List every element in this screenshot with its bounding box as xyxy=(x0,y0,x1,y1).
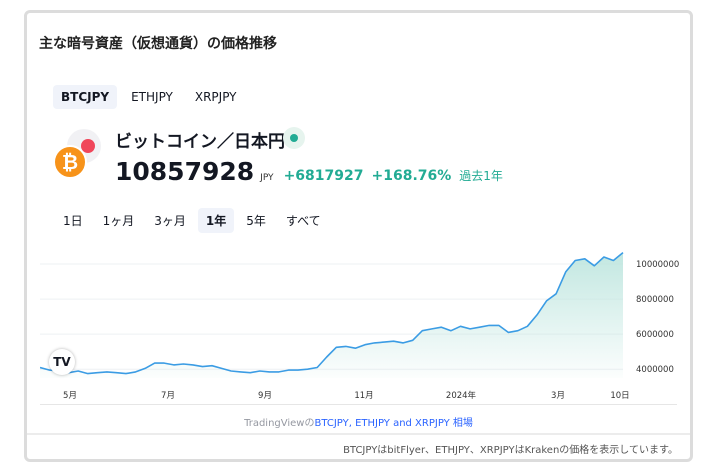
symbol-logo: ₿ xyxy=(53,129,103,179)
x-tick-label: 2024年 xyxy=(446,390,477,401)
range-tab-5y[interactable]: 5年 xyxy=(246,214,266,228)
jpy-flag-icon xyxy=(81,139,95,153)
pair-name[interactable]: ビットコイン／日本円 xyxy=(115,132,285,152)
x-tick-label: 10日 xyxy=(610,391,629,401)
widget-title: 主な暗号資産（仮想通貨）の価格推移 xyxy=(39,36,277,52)
y-tick-label: 4000000 xyxy=(636,365,674,375)
price-area-fill xyxy=(40,252,623,378)
range-tabs: 1日 1ヶ月 3ヶ月 1年 5年 すべて xyxy=(55,208,329,233)
tab-btcjpy[interactable]: BTCJPY xyxy=(53,85,118,109)
tab-ethjpy[interactable]: ETHJPY xyxy=(131,90,173,104)
x-tick-label: 9月 xyxy=(258,391,272,401)
y-tick-label: 10000000 xyxy=(636,260,679,270)
bitcoin-icon: ₿ xyxy=(53,145,87,179)
y-tick-label: 6000000 xyxy=(636,330,674,340)
x-tick-label: 5月 xyxy=(63,391,77,401)
price-widget-card: 主な暗号資産（仮想通貨）の価格推移 BTCJPY ETHJPY XRPJPY ₿… xyxy=(24,10,693,462)
tradingview-logo-icon[interactable]: TV xyxy=(49,349,75,375)
change-percent: +168.76% xyxy=(371,168,452,184)
footer-note: BTCJPYはbitFlyer、ETHJPY、XRPJPYはKrakenの価格を… xyxy=(343,445,678,456)
current-price: 10857928 xyxy=(115,157,255,186)
market-open-status-icon[interactable] xyxy=(283,127,305,149)
chart-divider xyxy=(40,404,677,405)
range-tab-1m[interactable]: 1ヶ月 xyxy=(102,214,135,228)
range-tab-all[interactable]: すべて xyxy=(285,214,321,228)
x-tick-label: 11月 xyxy=(354,391,373,401)
attribution: TradingViewのBTCJPY, ETHJPY and XRPJPY 相場 xyxy=(27,414,690,429)
range-tab-1y[interactable]: 1年 xyxy=(197,208,235,233)
attribution-prefix: TradingViewの xyxy=(244,418,315,429)
y-tick-label: 8000000 xyxy=(636,295,674,305)
x-tick-label: 7月 xyxy=(161,391,175,401)
x-tick-label: 3月 xyxy=(551,391,565,401)
tab-xrpjpy[interactable]: XRPJPY xyxy=(194,90,237,104)
symbol-tabs: BTCJPY ETHJPY XRPJPY xyxy=(53,85,245,109)
price-series-line xyxy=(40,251,624,375)
range-tab-1d[interactable]: 1日 xyxy=(63,214,83,228)
period-label: 過去1年 xyxy=(459,169,503,183)
currency-label: JPY xyxy=(260,173,274,183)
price-area-chart[interactable]: 10000000 8000000 6000000 4000000 5月 7月 9月 11月 20… xyxy=(40,243,680,413)
change-absolute: +6817927 xyxy=(283,168,364,184)
range-tab-3m[interactable]: 3ヶ月 xyxy=(154,214,186,228)
footer-divider xyxy=(27,433,690,435)
price-row: 10857928 JPY +6817927 +168.76% 過去1年 xyxy=(115,157,503,186)
attribution-link[interactable]: BTCJPY, ETHJPY and XRPJPY 相場 xyxy=(314,418,473,429)
